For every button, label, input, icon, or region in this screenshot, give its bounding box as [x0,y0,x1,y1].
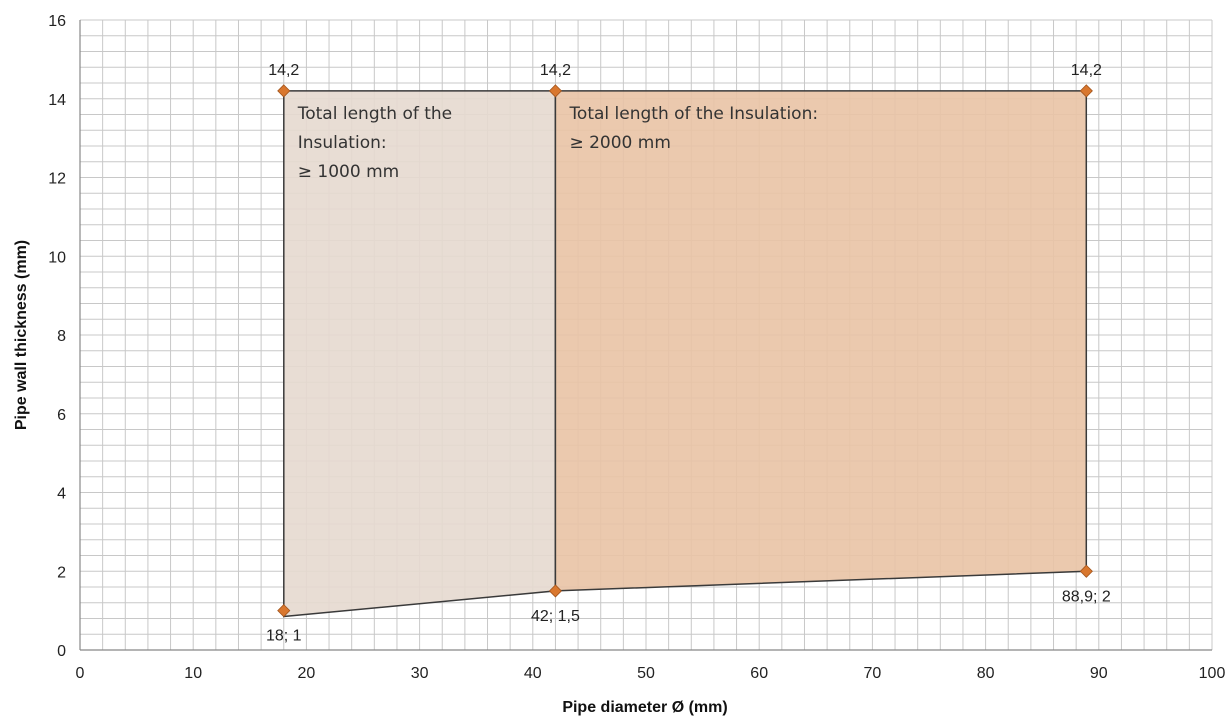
y-tick-label: 0 [57,643,66,660]
region-2 [554,90,1088,592]
data-point-marker [548,584,563,598]
y-tick-label: 6 [57,407,66,424]
data-point-label: 18; 1 [266,628,302,645]
data-point-marker [548,84,563,98]
x-tick-label: 0 [76,665,85,682]
y-tick-label: 14 [48,92,66,109]
region-1-label-line: ≥ 1000 mm [298,162,399,182]
data-point-marker [277,84,291,98]
axes: 0 10 20 30 40 50 60 70 80 90 100 0 2 4 6 8 10 12 14 16 [48,13,1225,682]
y-tick-label: 4 [57,486,66,503]
y-tick-label: 8 [57,328,66,345]
x-tick-label: 30 [411,665,429,682]
x-tick-label: 10 [184,665,202,682]
x-tick-label: 70 [864,665,882,682]
y-tick-label: 16 [48,13,66,30]
x-tick-label: 80 [977,665,995,682]
x-tick-label: 90 [1090,665,1108,682]
data-point-label: 14,2 [1071,62,1102,79]
y-tick-label: 10 [48,249,66,266]
y-tick-label: 12 [48,171,66,188]
points [277,84,1093,618]
data-point-label: 14,2 [268,62,299,79]
x-tick-label: 50 [637,665,655,682]
regions [283,90,1088,618]
region-2-label-line: Total length of the Insulation: [568,104,818,124]
data-point-label: 42; 1,5 [531,608,580,625]
x-tick-label: 40 [524,665,542,682]
labels: Total length of the Insulation: ≥ 1000 mm T… [266,62,1111,645]
data-point-marker [1079,84,1093,98]
x-tick-label: 60 [750,665,768,682]
data-point-marker [1079,564,1093,578]
x-tick-label: 20 [298,665,316,682]
y-axis-title: Pipe wall thickness (mm) [13,240,30,430]
x-axis-title: Pipe diameter Ø (mm) [562,699,727,716]
x-tick-label: 100 [1199,665,1226,682]
region-2-label-line: ≥ 2000 mm [569,133,670,153]
y-tick-label: 2 [57,564,66,581]
data-point-marker [277,604,291,618]
data-point-label: 88,9; 2 [1062,588,1111,605]
region-1-label-line: Insulation: [298,133,387,153]
region-1-label-line: Total length of the [297,104,452,124]
data-point-label: 14,2 [540,62,571,79]
